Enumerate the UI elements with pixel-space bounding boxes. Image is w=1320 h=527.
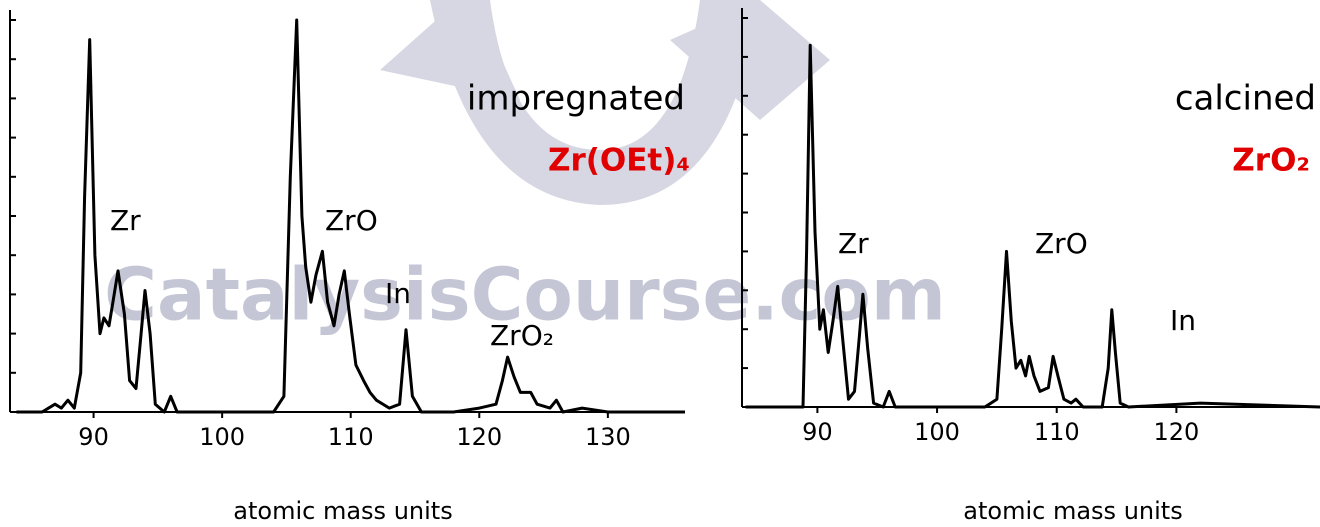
- x-axis-label: atomic mass units: [233, 497, 452, 525]
- arrow-head: [380, 0, 520, 100]
- x-tick-label: 90: [802, 418, 833, 446]
- annotation: In: [385, 277, 411, 310]
- annotation: Zr: [110, 204, 141, 237]
- annotation: ZrO: [325, 204, 378, 237]
- spectrum-line: [745, 43, 1320, 409]
- x-tick-label: 110: [328, 423, 374, 451]
- annotation: impregnated: [467, 79, 685, 119]
- annotation: calcined: [1175, 79, 1316, 119]
- x-tick-label: 130: [585, 423, 631, 451]
- x-tick-label: 100: [199, 423, 245, 451]
- arrow-head: [670, 0, 830, 120]
- x-tick-label: 90: [78, 423, 109, 451]
- x-tick-label: 120: [456, 423, 502, 451]
- spectrum-line: [16, 18, 685, 414]
- annotation: Zr: [838, 227, 869, 260]
- background-arrow: [380, 0, 830, 205]
- annotation: ZrO₂: [490, 319, 554, 352]
- annotation: ZrO₂: [1232, 143, 1310, 179]
- annotation: In: [1170, 304, 1196, 337]
- annotation: ZrO: [1035, 227, 1088, 260]
- annotation: Zr(OEt)₄: [548, 143, 690, 179]
- x-tick-label: 120: [1153, 418, 1199, 446]
- x-tick-label: 110: [1034, 418, 1080, 446]
- x-axis-label: atomic mass units: [963, 497, 1182, 525]
- x-tick-label: 100: [914, 418, 960, 446]
- arrow-arc: [430, 0, 760, 205]
